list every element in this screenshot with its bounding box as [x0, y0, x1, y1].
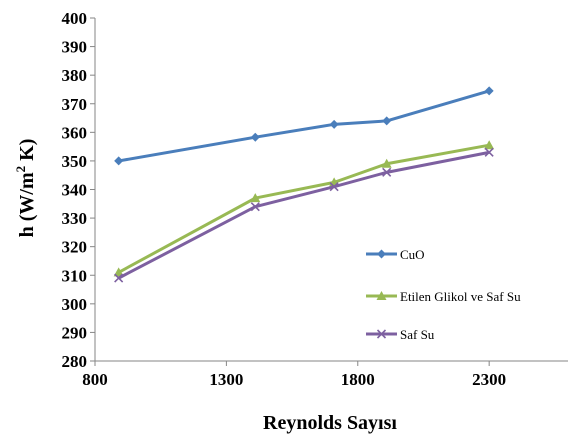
legend-entry: CuO — [366, 247, 425, 262]
data-point — [251, 133, 260, 142]
series-line — [119, 91, 490, 161]
series-line — [119, 152, 490, 278]
y-tick-label: 310 — [62, 266, 88, 285]
x-tick-label: 1800 — [341, 370, 375, 389]
data-point — [382, 116, 391, 125]
x-axis-title: Reynolds Sayısı — [263, 412, 397, 434]
y-tick-label: 400 — [62, 9, 88, 28]
y-tick-label: 370 — [62, 95, 88, 114]
legend-label: Saf Su — [400, 327, 435, 342]
legend: CuO Etilen Glikol ve Saf Su Saf Su — [366, 247, 521, 342]
series-layer — [114, 86, 495, 282]
x-tick-label: 1300 — [209, 370, 243, 389]
legend-entry: Etilen Glikol ve Saf Su — [366, 289, 521, 304]
y-axis-title: h (W/m2 K) — [13, 139, 38, 238]
x-tick-label: 2300 — [472, 370, 506, 389]
y-axis-title-end: K) — [16, 139, 38, 166]
y-tick-label: 340 — [62, 181, 88, 200]
y-tick-label: 390 — [62, 38, 88, 57]
y-tick-label: 380 — [62, 66, 88, 85]
series-2 — [114, 140, 495, 276]
y-tick-label: 330 — [62, 209, 88, 228]
y-tick-label: 320 — [62, 238, 88, 257]
legend-entry: Saf Su — [366, 327, 435, 342]
y-tick-label: 280 — [62, 352, 88, 371]
series-3 — [115, 148, 494, 282]
data-point — [330, 120, 339, 129]
legend-label: CuO — [400, 247, 425, 262]
y-tick-label: 290 — [62, 323, 88, 342]
y-tick-label: 350 — [62, 152, 88, 171]
y-tick-label: 360 — [62, 123, 88, 142]
legend-label: Etilen Glikol ve Saf Su — [400, 289, 521, 304]
x-tick-label: 800 — [82, 370, 108, 389]
axes — [90, 18, 568, 366]
data-point — [485, 86, 494, 95]
y-axis-title-main: h (W/m — [16, 172, 38, 237]
y-tick-label: 300 — [62, 295, 88, 314]
legend-swatch-marker — [377, 250, 386, 259]
data-point — [114, 156, 123, 165]
